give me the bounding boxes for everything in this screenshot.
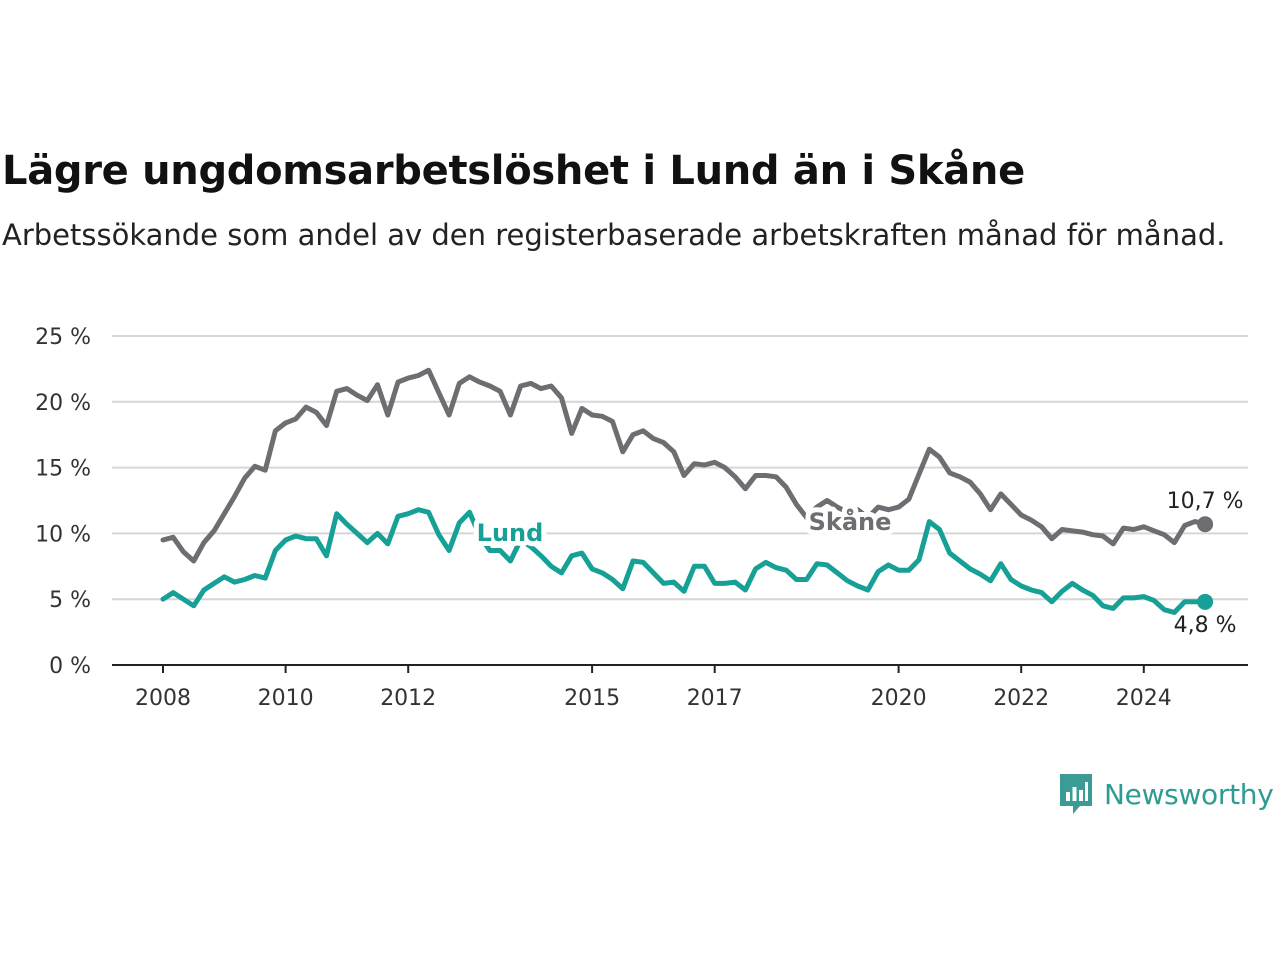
line-chart: 0 % 5 % 10 % 15 % 20 % 25 % 2008 2010 2012 2015 20… — [35, 325, 1248, 711]
chart-title: Lägre ungdomsarbetslöshet i Lund än i Sk… — [2, 148, 1025, 194]
end-point-lund — [1197, 593, 1214, 610]
series-label-lund-halo: Lund — [477, 519, 544, 547]
x-tick-label: 2022 — [993, 686, 1049, 711]
series-line-sk-ne — [160, 367, 1208, 564]
end-value-lund: 4,8 % — [1174, 613, 1237, 638]
x-tick-label: 2024 — [1116, 686, 1172, 711]
x-tick-label: 2012 — [380, 686, 436, 711]
newsworthy-bar-chart-icon — [1060, 774, 1092, 814]
x-tick-label: 2017 — [687, 686, 743, 711]
y-tick-label: 5 % — [49, 588, 91, 613]
series — [160, 367, 1214, 615]
y-tick-label: 15 % — [35, 457, 91, 482]
series-line-lund — [160, 507, 1208, 615]
series-label-skane: Skåne — [809, 507, 892, 536]
y-tick-label: 0 % — [49, 654, 91, 679]
end-point-sk-ne — [1197, 516, 1214, 533]
newsworthy-logo[interactable]: Newsworthy — [1058, 772, 1274, 816]
x-tick-label: 2010 — [258, 686, 314, 711]
axes: 0 % 5 % 10 % 15 % 20 % 25 % 2008 2010 2012 2015 20… — [35, 325, 1248, 711]
series-label-lund: Lund — [477, 519, 544, 547]
chart-subtitle: Arbetssökande som andel av den registerb… — [2, 218, 1226, 252]
y-tick-label: 20 % — [35, 391, 91, 416]
brand-name: Newsworthy — [1104, 777, 1274, 811]
x-tick-label: 2020 — [871, 686, 927, 711]
y-tick-label: 25 % — [35, 325, 91, 350]
end-value-skane: 10,7 % — [1167, 489, 1244, 514]
x-tick-label: 2008 — [135, 686, 191, 711]
y-tick-label: 10 % — [35, 522, 91, 547]
x-tick-label: 2015 — [564, 686, 620, 711]
series-label-skane-halo: Skåne — [809, 507, 892, 536]
